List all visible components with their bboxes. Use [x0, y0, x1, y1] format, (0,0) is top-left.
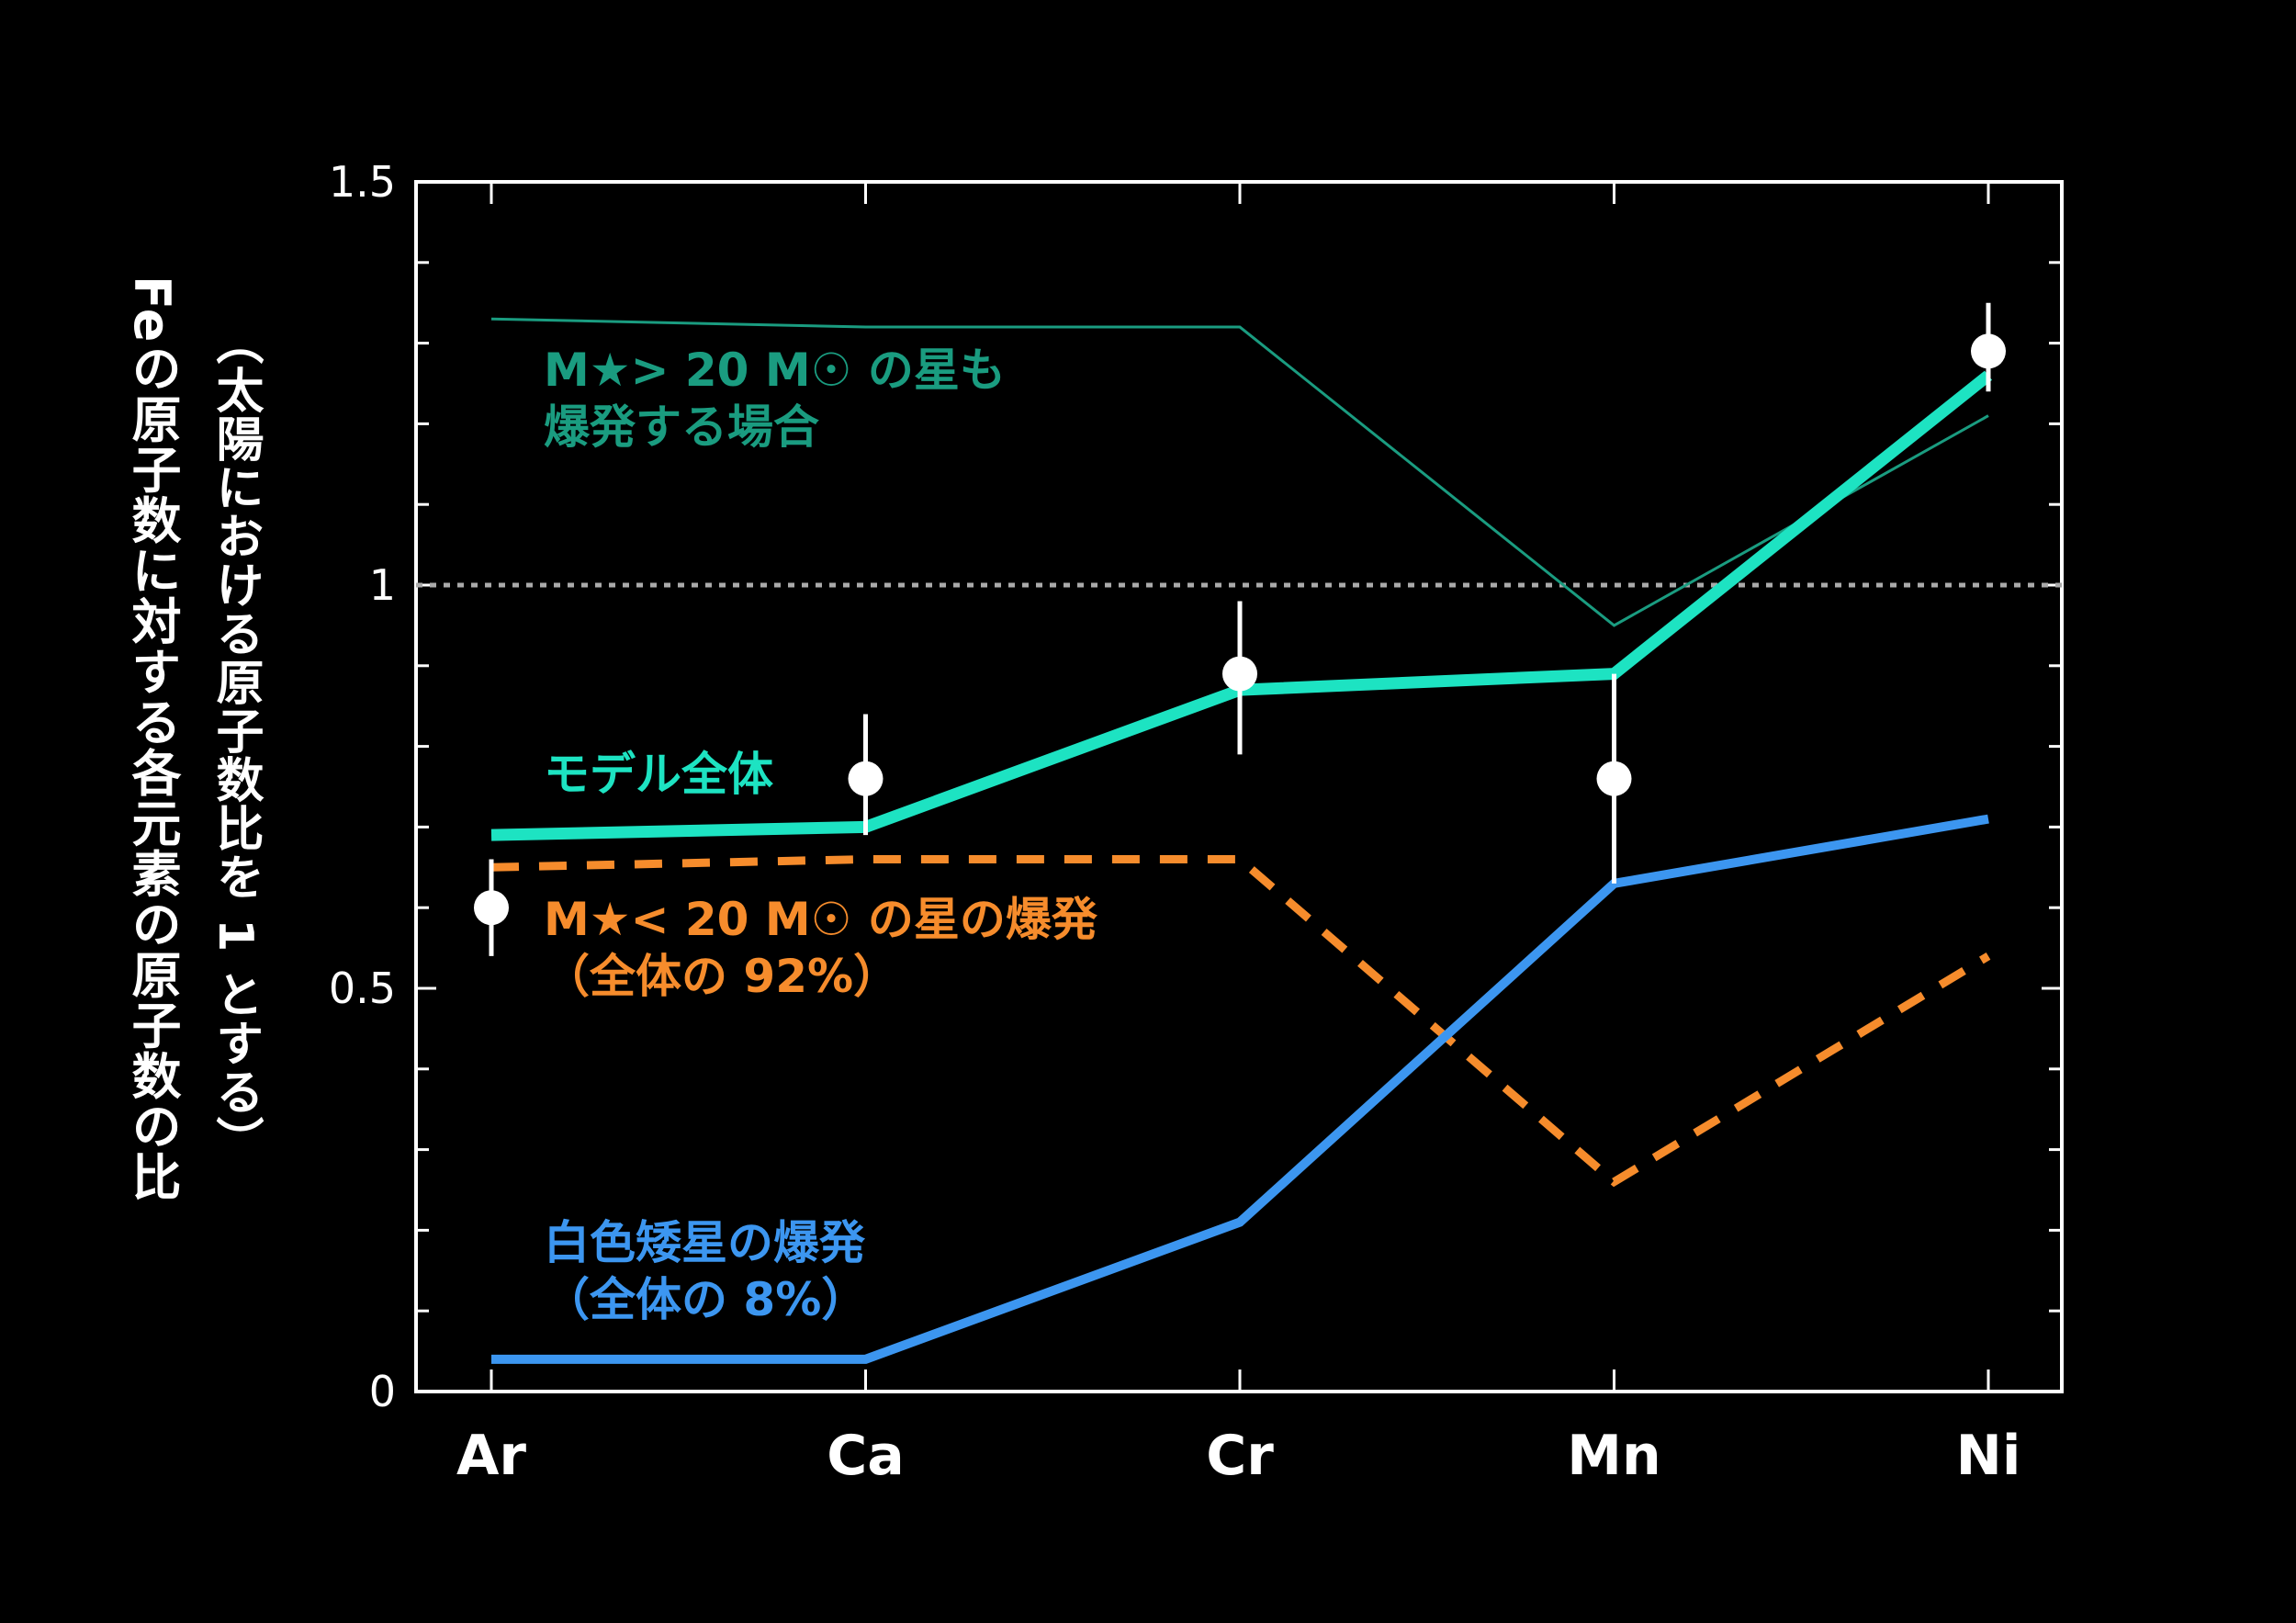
observation-point: [474, 890, 509, 926]
y-tick-label: 1: [369, 560, 396, 610]
series-line-2: [490, 855, 1991, 1188]
label-model-total: モデル全体: [544, 746, 773, 803]
y-axis-label-note: （太陽における原子数比を 1 とする）: [208, 317, 263, 1166]
y-tick-label: 1.5: [329, 157, 396, 207]
y-tick-label: 0.5: [329, 964, 396, 1013]
plot-layer: 0 0.5 1 1.5 Ar Ca Cr Mn Ni: [329, 157, 2064, 1488]
observation-point: [1222, 656, 1257, 692]
label-model-total-line1: モデル全体: [544, 748, 773, 801]
y-tick-label: 0: [369, 1367, 396, 1416]
x-tick-label: Ca: [827, 1424, 905, 1488]
label-low-mass-stars-line1: M★< 20 M☉ の星の爆発: [544, 893, 1097, 946]
x-tick-label: Mn: [1567, 1424, 1660, 1488]
label-low-mass-stars: M★< 20 M☉ の星の爆発 （全体の 92%）: [544, 891, 1097, 1005]
y-axis-label: Feの原子数に対する各元素の原子数の比: [123, 276, 181, 1202]
x-tick-label: Ar: [456, 1424, 526, 1488]
observation-point: [1971, 333, 2006, 369]
label-massive-stars: M★> 20 M☉ の星も 爆発する場合: [544, 342, 1006, 456]
observation-point: [848, 761, 884, 796]
label-massive-stars-line1: M★> 20 M☉ の星も: [544, 344, 1006, 397]
x-tick-label: Cr: [1206, 1424, 1274, 1488]
label-white-dwarf-line2: （全体の 8%）: [544, 1273, 868, 1326]
x-tick-label: Ni: [1956, 1424, 2021, 1488]
label-low-mass-stars-line2: （全体の 92%）: [544, 950, 900, 1003]
series-line-0: [490, 317, 1989, 627]
observation-point: [1596, 761, 1632, 796]
label-white-dwarf-line1: 白色矮星の爆発: [544, 1216, 865, 1269]
label-white-dwarf: 白色矮星の爆発 （全体の 8%）: [544, 1214, 867, 1328]
series-line-3: [491, 814, 1989, 1364]
label-massive-stars-line2: 爆発する場合: [544, 400, 819, 454]
